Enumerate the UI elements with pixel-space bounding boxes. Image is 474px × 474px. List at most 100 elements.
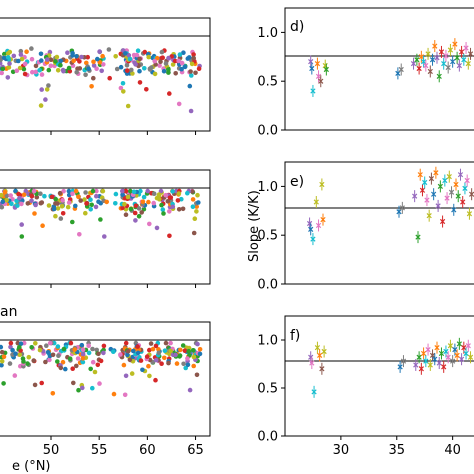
data-point: [98, 358, 104, 364]
data-point: [58, 58, 63, 64]
data-point: [4, 193, 10, 198]
data-point: [86, 66, 91, 71]
data-point: [146, 363, 151, 369]
scatter-points: [0, 46, 202, 114]
y-tick-label: 1.0: [257, 180, 278, 195]
data-point: [83, 190, 88, 195]
data-point: [150, 346, 156, 352]
data-point: [186, 348, 192, 354]
data-point: [42, 193, 47, 199]
data-point: [426, 209, 432, 222]
panel-letter: d): [290, 19, 304, 35]
data-point: [66, 65, 72, 71]
data-point: [310, 84, 316, 97]
data-point: [153, 377, 158, 383]
data-point: [76, 194, 81, 199]
data-point: [60, 359, 66, 365]
data-point: [444, 192, 450, 205]
data-point: [26, 354, 32, 360]
data-point: [107, 75, 112, 81]
data-point: [190, 204, 196, 209]
data-point: [429, 53, 436, 66]
data-point: [19, 234, 25, 239]
data-point: [152, 71, 158, 77]
data-point: [46, 83, 51, 88]
data-point: [60, 211, 66, 216]
data-point: [1, 55, 7, 61]
data-point: [399, 201, 405, 214]
data-point: [142, 49, 148, 55]
data-point: [398, 63, 404, 76]
data-point: [448, 186, 455, 199]
data-point: [10, 69, 16, 75]
data-point: [183, 365, 188, 371]
data-point: [59, 204, 65, 209]
data-point: [128, 188, 133, 194]
panel-right-f: f) 0.0 0.5 1.0 30 35 40: [257, 315, 474, 458]
data-point: [80, 359, 86, 365]
data-point: [55, 206, 61, 211]
data-point: [58, 365, 64, 371]
data-point: [118, 352, 123, 357]
data-point: [137, 68, 142, 74]
data-point: [181, 50, 186, 55]
data-point: [125, 348, 131, 354]
data-point: [91, 75, 96, 81]
data-point: [153, 357, 159, 363]
data-point: [309, 357, 315, 370]
data-point: [11, 53, 17, 59]
data-point: [446, 170, 452, 183]
data-point: [48, 63, 54, 69]
data-point: [91, 59, 96, 65]
data-point: [37, 68, 42, 73]
data-point: [7, 361, 13, 366]
data-point: [427, 358, 433, 371]
data-point: [160, 207, 166, 212]
data-point: [33, 63, 39, 69]
y-ticks: 0.0 0.5 1.0: [257, 26, 285, 139]
data-point: [101, 350, 106, 356]
data-point: [311, 385, 317, 398]
data-point: [25, 201, 31, 206]
data-point: [32, 382, 38, 388]
data-point: [179, 60, 185, 66]
plot-frame: [0, 321, 211, 437]
data-point: [424, 194, 430, 207]
data-point: [7, 49, 13, 55]
data-point: [195, 341, 200, 347]
data-point: [147, 221, 152, 227]
data-point: [84, 60, 89, 66]
x-ticks: 50 55 60 65: [43, 436, 204, 458]
data-point: [129, 67, 134, 73]
data-point: [23, 188, 29, 194]
data-point: [157, 63, 162, 68]
data-point: [0, 362, 4, 368]
data-point: [319, 178, 325, 191]
data-point: [66, 188, 72, 194]
data-point: [431, 188, 437, 201]
plot-frame: [284, 7, 474, 131]
data-point: [97, 381, 102, 386]
data-point: [423, 355, 429, 368]
data-point: [141, 206, 147, 212]
data-point: [461, 53, 467, 66]
data-point: [453, 178, 459, 191]
data-point: [415, 231, 421, 244]
data-point: [447, 43, 454, 56]
data-point: [94, 193, 99, 199]
data-point: [428, 172, 435, 185]
data-point: [43, 97, 48, 102]
data-point: [416, 351, 422, 364]
y-axis-label: Slope (K/K): [247, 190, 262, 262]
data-point: [33, 69, 39, 75]
data-point: [8, 193, 13, 198]
data-point: [321, 345, 327, 358]
data-point: [168, 348, 173, 354]
data-point: [57, 190, 63, 196]
data-point: [445, 351, 451, 364]
data-point: [153, 343, 159, 349]
data-point: [123, 373, 129, 379]
data-point: [65, 50, 70, 55]
data-point: [193, 70, 198, 76]
data-point: [74, 70, 79, 75]
